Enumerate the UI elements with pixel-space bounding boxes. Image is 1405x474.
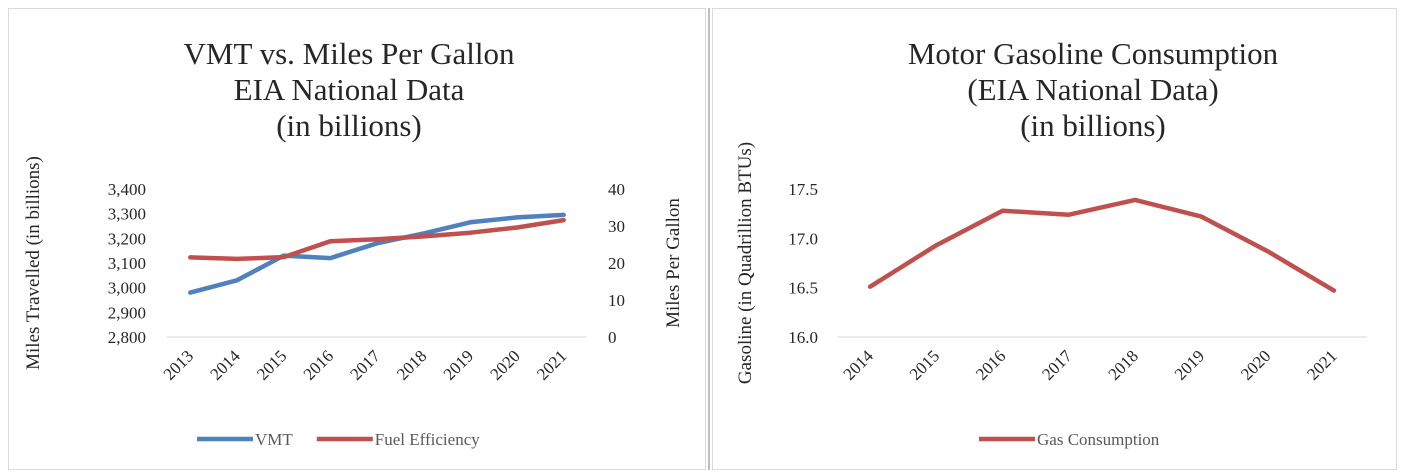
y-axis-title: Miles Travelled (in billions)	[23, 156, 44, 370]
x-tick-label: 2013	[160, 346, 197, 383]
gasoline-consumption-chart: Motor Gasoline Consumption(EIA National …	[735, 36, 1367, 449]
y-tick-label: 2,900	[108, 303, 146, 322]
x-tick-label: 2016	[300, 346, 337, 383]
y-tick-label: 16.0	[788, 328, 818, 347]
chart-title-line-2: EIA National Data	[234, 72, 465, 107]
y-tick-label: 3,000	[108, 279, 146, 298]
y-tick-label: 2,800	[108, 328, 146, 347]
gasoline-chart-panel: Motor Gasoline Consumption (EIA National …	[712, 8, 1397, 470]
y2-tick-label: 20	[608, 254, 625, 273]
x-tick-label: 2017	[346, 346, 384, 384]
chart-title-line-1: VMT vs. Miles Per Gallon	[184, 36, 515, 71]
y-tick-label: 17.0	[788, 229, 818, 248]
x-tick-label: 2015	[253, 346, 290, 383]
legend-label-fuel-efficiency: Fuel Efficiency	[375, 430, 480, 449]
x-tick-label: 2018	[393, 346, 430, 383]
x-tick-label: 2019	[440, 346, 477, 383]
legend-label-vmt: VMT	[255, 430, 293, 449]
x-tick-label: 2021	[533, 346, 570, 383]
x-tick-label: 2018	[1104, 346, 1141, 383]
legend-label-gas-consumption: Gas Consumption	[1037, 430, 1160, 449]
x-tick-label: 2014	[206, 346, 244, 384]
panel-divider	[708, 8, 710, 470]
chart-title-line-2: (EIA National Data)	[967, 72, 1218, 107]
y-tick-label: 3,300	[108, 205, 146, 224]
y2-axis-title: Miles Per Gallon	[663, 198, 684, 328]
y2-tick-label: 30	[608, 217, 625, 236]
x-tick-label: 2019	[1171, 346, 1208, 383]
x-tick-label: 2020	[486, 346, 523, 383]
x-tick-label: 2016	[972, 346, 1009, 383]
x-tick-label: 2020	[1237, 346, 1274, 383]
x-tick-label: 2017	[1038, 346, 1076, 384]
chart-title-line-1: Motor Gasoline Consumption	[908, 36, 1279, 71]
y-tick-label: 3,100	[108, 254, 146, 273]
chart-title-line-3: (in billions)	[276, 108, 422, 143]
series-line-vmt	[188, 212, 566, 295]
y2-tick-label: 10	[608, 291, 625, 310]
y-tick-label: 3,200	[108, 229, 146, 248]
x-tick-label: 2015	[906, 346, 943, 383]
y2-tick-label: 40	[608, 180, 625, 199]
y-tick-label: 3,400	[108, 180, 146, 199]
y-tick-label: 16.5	[788, 279, 818, 298]
x-tick-label: 2014	[839, 346, 877, 384]
y-tick-label: 17.5	[788, 180, 818, 199]
y-axis-title: Gasoline (in Quadrillion BTUs)	[735, 142, 756, 384]
x-tick-label: 2021	[1303, 346, 1340, 383]
vmt-mpg-chart-panel: VMT vs. Miles Per Gallon EIA National Dat…	[8, 8, 706, 470]
series-line-gas-consumption	[867, 197, 1337, 293]
chart-title-line-3: (in billions)	[1020, 108, 1166, 143]
series-line-fuel-efficiency	[188, 217, 566, 262]
y2-tick-label: 0	[608, 328, 617, 347]
